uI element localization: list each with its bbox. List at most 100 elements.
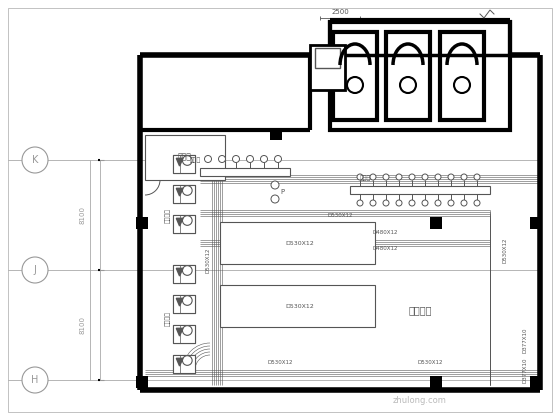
Text: 冷冻机房: 冷冻机房: [408, 305, 432, 315]
Bar: [173, 185, 195, 202]
Text: 分水器: 分水器: [360, 175, 371, 181]
Polygon shape: [176, 328, 183, 336]
Bar: [136, 376, 148, 388]
Text: D530X12: D530X12: [286, 304, 314, 309]
Text: 集水器: 集水器: [190, 157, 201, 163]
Circle shape: [204, 155, 212, 163]
Text: H: H: [31, 375, 39, 385]
Circle shape: [183, 215, 192, 226]
Text: D530X12: D530X12: [286, 241, 314, 246]
Text: 2500: 2500: [331, 9, 349, 15]
Circle shape: [370, 174, 376, 180]
Text: 配电间: 配电间: [178, 152, 192, 162]
Circle shape: [435, 174, 441, 180]
Text: D480X12: D480X12: [372, 246, 398, 250]
Text: 冷振水泵: 冷振水泵: [165, 207, 171, 223]
Circle shape: [357, 200, 363, 206]
Bar: [145, 135, 225, 180]
Bar: [530, 376, 542, 388]
Bar: [330, 22, 510, 130]
Bar: [430, 217, 442, 229]
Bar: [173, 265, 195, 283]
Circle shape: [260, 155, 268, 163]
Circle shape: [383, 200, 389, 206]
Text: D530X12: D530X12: [417, 360, 443, 365]
Polygon shape: [176, 218, 183, 226]
Circle shape: [218, 155, 226, 163]
Text: D377X10: D377X10: [522, 357, 528, 383]
Bar: [173, 295, 195, 312]
Bar: [315, 48, 340, 68]
Circle shape: [22, 257, 48, 283]
Bar: [173, 295, 195, 313]
Bar: [386, 32, 430, 120]
Circle shape: [357, 174, 363, 180]
Circle shape: [271, 195, 279, 203]
Bar: [530, 217, 542, 229]
Circle shape: [183, 296, 192, 305]
Bar: [173, 325, 195, 343]
Bar: [173, 155, 195, 173]
Circle shape: [474, 174, 480, 180]
Polygon shape: [176, 298, 183, 306]
Text: K: K: [32, 155, 38, 165]
Bar: [173, 215, 195, 233]
Bar: [430, 376, 442, 388]
Circle shape: [448, 174, 454, 180]
Text: D530X12: D530X12: [206, 247, 211, 273]
Text: D377X10: D377X10: [522, 327, 528, 353]
Circle shape: [396, 200, 402, 206]
Circle shape: [232, 155, 240, 163]
Polygon shape: [176, 158, 183, 166]
Text: D480X12: D480X12: [372, 229, 398, 234]
Polygon shape: [176, 188, 183, 196]
Bar: [440, 32, 484, 120]
Circle shape: [22, 147, 48, 173]
Text: zhulong.com: zhulong.com: [393, 396, 447, 404]
Bar: [173, 265, 195, 283]
Text: P: P: [280, 189, 284, 195]
Text: 8100: 8100: [79, 316, 85, 334]
Circle shape: [183, 326, 192, 335]
Circle shape: [474, 200, 480, 206]
Text: J: J: [34, 265, 36, 275]
Text: D530X12: D530X12: [327, 213, 353, 218]
Circle shape: [400, 77, 416, 93]
Circle shape: [396, 174, 402, 180]
Bar: [136, 217, 148, 229]
Bar: [173, 185, 195, 203]
Circle shape: [183, 186, 192, 195]
Bar: [310, 45, 345, 90]
Circle shape: [347, 77, 363, 93]
Circle shape: [370, 200, 376, 206]
Circle shape: [183, 266, 192, 276]
Bar: [173, 215, 195, 233]
Text: D530X12: D530X12: [267, 360, 293, 365]
Bar: [173, 355, 195, 373]
Circle shape: [246, 155, 254, 163]
Polygon shape: [176, 268, 183, 276]
Circle shape: [448, 200, 454, 206]
Circle shape: [454, 77, 470, 93]
Bar: [220, 285, 375, 327]
Bar: [173, 325, 195, 343]
Text: 冷却水泵: 冷却水泵: [165, 310, 171, 326]
Bar: [200, 168, 290, 176]
Bar: [350, 186, 490, 194]
Bar: [220, 222, 375, 264]
Text: D530X12: D530X12: [502, 237, 507, 263]
Circle shape: [461, 200, 467, 206]
Circle shape: [22, 367, 48, 393]
Circle shape: [409, 200, 415, 206]
Circle shape: [183, 156, 192, 165]
Circle shape: [271, 181, 279, 189]
Bar: [173, 355, 195, 373]
Circle shape: [274, 155, 282, 163]
Polygon shape: [176, 358, 183, 366]
Circle shape: [183, 356, 192, 365]
Circle shape: [422, 174, 428, 180]
Circle shape: [435, 200, 441, 206]
Bar: [270, 128, 282, 140]
Bar: [173, 155, 195, 173]
Circle shape: [422, 200, 428, 206]
